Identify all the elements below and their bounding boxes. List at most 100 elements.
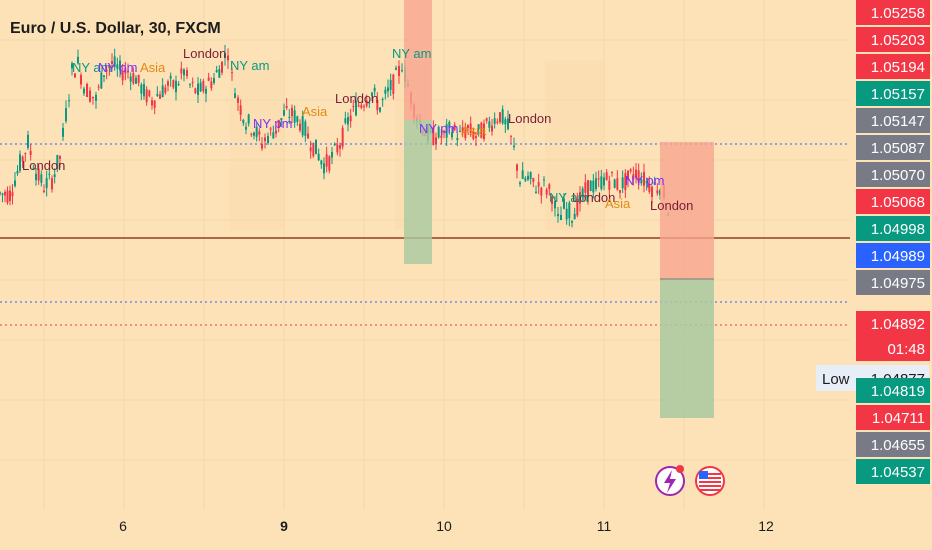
candle-body	[435, 137, 437, 145]
candle-body	[89, 90, 91, 102]
candle-body	[565, 208, 568, 220]
candle-body	[499, 112, 501, 123]
candle-body	[605, 172, 608, 180]
candle-body	[381, 99, 384, 101]
candle-body	[464, 130, 467, 139]
candle-body	[579, 192, 581, 204]
candle-body	[53, 174, 56, 178]
price-label: 1.04711	[872, 410, 925, 427]
candle-body	[14, 180, 16, 187]
candle-body	[576, 198, 579, 216]
candle-body	[0, 192, 1, 194]
candle-body	[653, 181, 656, 185]
candle-body	[169, 75, 172, 79]
candle-body	[532, 178, 535, 182]
candle-body	[571, 221, 573, 223]
session-label-asia: Asia	[605, 196, 631, 211]
candle-body	[62, 127, 64, 137]
candle-body	[592, 180, 595, 193]
candle-body	[242, 119, 245, 124]
candle-body	[108, 65, 111, 69]
session-label-london: London	[335, 91, 378, 106]
candle-body	[153, 100, 156, 108]
candle-body	[100, 72, 103, 89]
candle-body	[127, 71, 129, 73]
candle-body	[616, 178, 619, 190]
candle-body	[328, 156, 331, 171]
price-label-background	[856, 0, 930, 25]
candle-body	[80, 74, 82, 85]
price-label: 1.04998	[871, 221, 925, 238]
candle-body	[40, 174, 43, 183]
x-tick-label: 9	[280, 518, 288, 534]
candle-body	[384, 89, 387, 94]
candle-body	[129, 76, 132, 82]
session-label-nyam: NY am	[230, 58, 270, 73]
candle-body	[143, 83, 145, 97]
candle-body	[77, 56, 79, 64]
candle-body	[496, 121, 499, 123]
lightning-icon-bolt	[664, 470, 676, 493]
candle-body	[267, 136, 269, 144]
candle-body	[600, 176, 603, 189]
candle-body	[145, 89, 148, 103]
candle-body	[519, 182, 521, 185]
candle-body	[448, 121, 451, 129]
candle-body	[373, 87, 376, 92]
candle-body	[124, 68, 127, 74]
candle-body	[401, 70, 403, 72]
candle-body	[111, 61, 113, 65]
candle-body	[205, 88, 207, 94]
candle-body	[510, 135, 512, 137]
candle-body	[253, 132, 255, 136]
session-label-london: London	[572, 190, 615, 205]
candle-body	[573, 213, 576, 220]
candle-body	[398, 66, 400, 76]
candle-body	[432, 127, 435, 146]
x-tick-label: 11	[597, 518, 612, 534]
session-label-asia: Asia	[140, 60, 166, 75]
candle-body	[97, 86, 100, 88]
candle-body	[560, 214, 562, 221]
candle-body	[234, 93, 236, 98]
candle-body	[159, 94, 161, 99]
price-label: 1.04975	[871, 275, 925, 292]
candle-body	[213, 77, 215, 84]
price-label-background	[856, 243, 930, 268]
candle-body	[83, 88, 85, 94]
candle-body	[24, 153, 27, 155]
candle-body	[611, 171, 613, 173]
candle-body	[629, 169, 632, 172]
candle-body	[164, 87, 167, 93]
candle-body	[301, 116, 304, 136]
price-label-background	[856, 216, 930, 241]
price-label: 1.05070	[871, 167, 925, 184]
candle-body	[344, 118, 347, 123]
session-zone	[230, 60, 285, 230]
candle-body	[437, 126, 440, 138]
candle-body	[315, 139, 317, 155]
candle-body	[557, 213, 559, 217]
candle-body	[333, 144, 336, 146]
price-label-background	[856, 432, 930, 457]
candle-body	[360, 104, 363, 108]
candle-body	[113, 56, 116, 68]
price-label: 1.04537	[871, 464, 925, 481]
candle-body	[347, 117, 349, 125]
candle-body	[135, 77, 137, 84]
price-label: 1.05068	[871, 194, 925, 211]
candle-body	[218, 69, 221, 78]
candle-body	[443, 130, 445, 132]
candle-body	[105, 69, 108, 72]
candle-body	[264, 137, 266, 142]
candle-body	[584, 182, 587, 193]
candle-body	[189, 84, 191, 86]
candle-body	[237, 97, 239, 103]
candle-body	[537, 182, 540, 187]
candle-body	[48, 173, 51, 175]
candle-body	[151, 100, 153, 106]
candle-body	[317, 153, 320, 161]
candle-body	[613, 179, 616, 188]
